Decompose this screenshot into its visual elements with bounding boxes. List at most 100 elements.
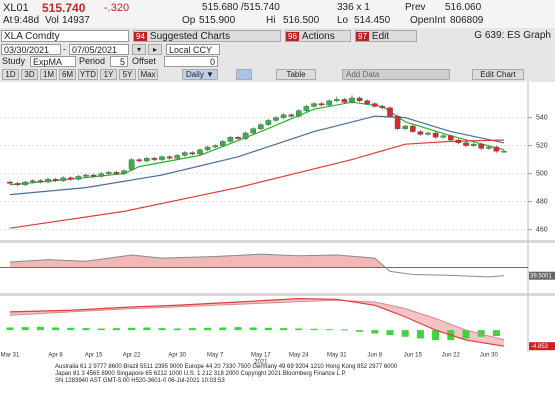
quote-header: XL01 515.740 -.320 515.680 /515.740 336 … [0,0,555,28]
candle-body [250,128,257,134]
edit-chart[interactable]: Edit Chart [472,69,524,80]
x-tick-label: May 7 [207,353,224,359]
macd-last-label: -4.853 [531,344,549,350]
stat-label: Hi [266,15,276,26]
range-button[interactable]: YTD [78,69,98,80]
security-field[interactable]: XLA Comdty [1,30,129,42]
candle-body [341,99,348,103]
menu[interactable]: 97 Edit [355,30,417,42]
candle-body [349,97,355,103]
histogram-bar [204,327,212,331]
x-tick-label: Jun 30 [480,353,499,359]
offset-field[interactable]: 0 [164,56,218,67]
table-button[interactable]: Table [276,69,316,80]
candle-body [334,99,340,101]
candle-body [493,146,500,152]
stat-value: 806809 [450,15,484,26]
stat-label: At [3,15,13,26]
footer: Australia 61 2 9777 8600 Brazil 5511 239… [55,364,555,385]
stat-label: OpenInt [410,15,446,26]
candle-body [410,125,416,132]
candle-body [219,141,226,146]
range-button[interactable]: 1M [40,69,57,80]
panel-divider [0,240,555,243]
tool-button[interactable] [236,69,252,80]
add-data[interactable]: Add Data [342,69,450,80]
value-tag [529,271,555,280]
histogram-bar [52,327,60,331]
chart: 460 480 500 520 540 39.5001 -4.853 Mar 31 Apr 8 A… [0,82,555,366]
range-button[interactable]: 6M [59,69,76,80]
calendar-button[interactable]: ▾ [132,44,146,55]
size: 336 x 1 [337,2,370,13]
candle-body [197,149,203,155]
calendar-button[interactable]: ▸ [148,44,162,55]
value-tag [529,342,555,351]
end-date[interactable]: 07/05/2021 [69,44,129,55]
y-tick-label: 540 [536,114,548,121]
quote-stats: At 9:48d Vol 14937 Op 515.900 Hi 516.500 Lo 514.4… [0,15,555,27]
candle-body [45,178,51,183]
currency[interactable]: Local CCY [166,44,220,55]
candle-body [121,170,127,174]
histogram-bar [67,327,75,331]
frequency[interactable]: Daily ▼ [182,69,218,80]
candle-body [440,135,447,138]
histogram-bar [340,329,348,331]
histogram-bar [112,328,120,331]
last-price: 515.740 [42,1,86,15]
menu-label: Suggested Charts [149,31,230,42]
year-label: 2021 [254,360,268,366]
macd-line [9,298,505,347]
range-button[interactable]: Max [138,69,158,80]
menu-label: Actions [301,31,335,42]
menu[interactable]: 94 Suggested Charts [133,30,281,42]
histogram-bar [477,330,485,337]
candle-body [235,137,241,139]
stat-label: Op [182,15,196,26]
candle-body [478,144,485,149]
footer-line: SN 1283940 AST GMT-5:00 H520-3601-0 06-J… [55,378,225,384]
range-button[interactable]: 5Y [119,69,136,80]
stat-value: 515.900 [199,15,236,26]
study-field[interactable]: ExpMA [30,56,76,67]
histogram-bar [432,330,440,341]
candle-body [501,150,507,153]
x-tick-label: Jun 15 [404,353,423,359]
graph-name: G 639: ES Graph [474,30,551,41]
range-button[interactable]: 3D [21,69,38,80]
histogram-bar [371,330,379,334]
toolbar: XLA Comdty 94 Suggested Charts 96 Actions 97… [0,28,555,82]
date-dash: - [63,44,66,54]
histogram-bar [158,328,166,331]
period-field[interactable]: 5 [110,56,128,67]
range-button[interactable]: 1D [2,69,19,80]
range-button[interactable]: 1Y [100,69,117,80]
candle-body [448,135,454,141]
histogram-bar [386,330,394,336]
histogram-bar [143,327,151,331]
prev-value: 516.060 [445,2,482,13]
candle-body [83,174,89,177]
histogram-bar [97,328,105,331]
candle-body [7,181,13,184]
candle-body [318,103,325,106]
candle-body [425,132,431,135]
histogram-bar [295,328,303,331]
histogram-bar [325,329,333,331]
menu[interactable]: 96 Actions [285,30,351,42]
histogram-bar [6,327,14,331]
x-tick-label: Apr 8 [48,353,63,359]
start-date[interactable]: 03/30/2021 [1,44,61,55]
candle-body [432,132,439,138]
histogram-bar [234,327,242,331]
x-tick-label: Jun 8 [367,353,382,359]
histogram-bar [401,330,409,337]
menu-number: 97 [356,32,369,41]
candle-body [258,124,264,129]
candle-body [60,177,66,181]
histogram-bar [280,328,288,331]
candle-body [364,100,371,104]
macd-signal [9,299,505,341]
rsi-line [9,253,505,278]
